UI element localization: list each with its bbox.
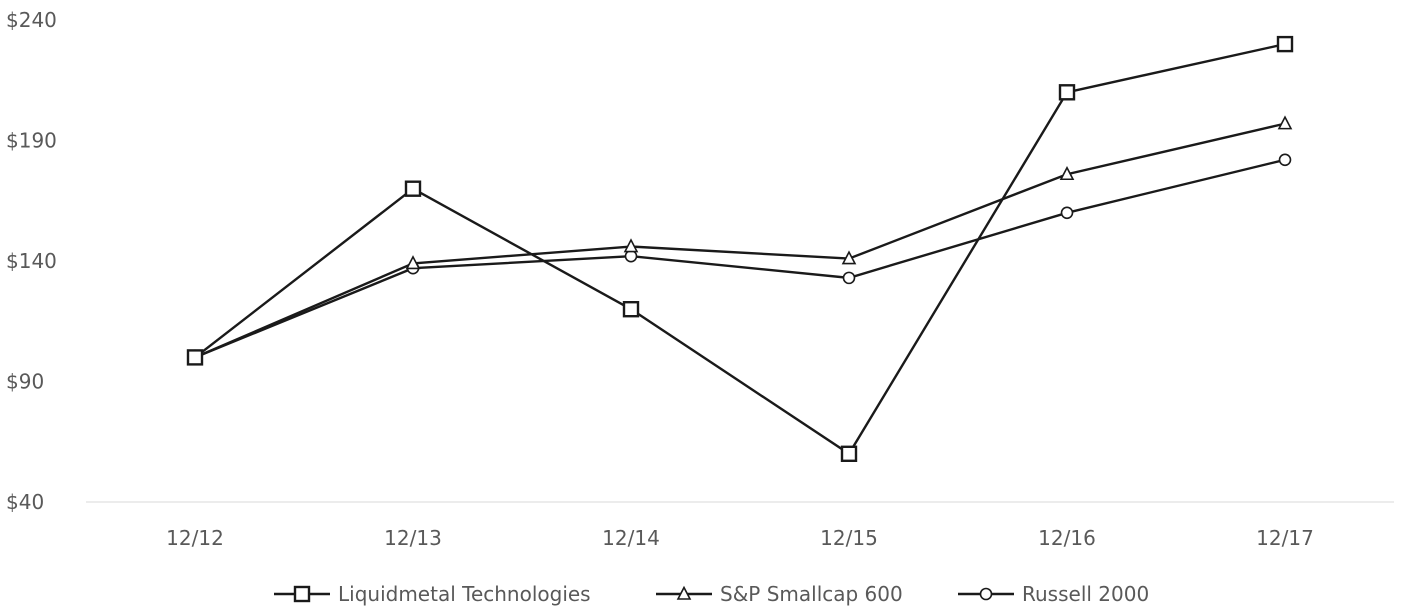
x-axis-labels: 12/12 12/13 12/14 12/15 12/16 12/17 xyxy=(166,526,1314,550)
y-tick-label: $190 xyxy=(6,129,57,153)
x-tick-label: 12/17 xyxy=(1256,526,1314,550)
data-point-triangle xyxy=(1059,166,1075,181)
x-tick-label: 12/13 xyxy=(384,526,442,550)
legend-marker-square xyxy=(293,585,311,603)
data-point-square xyxy=(840,445,858,462)
series-liquidmetal-technologies xyxy=(186,35,1294,462)
x-tick-label: 12/12 xyxy=(166,526,224,550)
legend-item-liquidmetal-technologies: Liquidmetal Technologies xyxy=(274,582,591,606)
data-point-square xyxy=(186,349,204,366)
legend-marker-triangle xyxy=(676,585,692,600)
series-line-s-p-smallcap-600 xyxy=(194,122,1286,359)
data-point-triangle xyxy=(1277,115,1293,130)
x-tick-label: 12/16 xyxy=(1038,526,1096,550)
legend-label: S&P Smallcap 600 xyxy=(720,582,903,606)
data-point-triangle xyxy=(841,250,857,265)
data-point-triangle xyxy=(623,238,639,253)
x-tick-label: 12/14 xyxy=(602,526,660,550)
data-point-circle xyxy=(1060,206,1074,220)
legend-marker-circle xyxy=(979,587,993,601)
data-point-square xyxy=(1276,35,1294,53)
data-point-triangle xyxy=(405,255,421,270)
series-line-russell-2000 xyxy=(194,158,1286,359)
legend-label: Liquidmetal Technologies xyxy=(338,582,591,606)
series-line-liquidmetal-technologies xyxy=(194,42,1286,456)
data-point-square xyxy=(622,301,640,318)
legend: Liquidmetal Technologies S&P Smallcap 600… xyxy=(274,582,1149,606)
y-tick-label: $240 xyxy=(6,8,57,32)
legend-item-s-p-smallcap-600: S&P Smallcap 600 xyxy=(656,582,903,606)
series-russell-2000 xyxy=(188,153,1292,364)
data-point-square xyxy=(404,180,422,197)
y-tick-label: $40 xyxy=(6,490,44,514)
data-point-circle xyxy=(842,271,856,285)
series-layer xyxy=(186,35,1294,462)
x-tick-label: 12/15 xyxy=(820,526,878,550)
data-point-square xyxy=(1058,84,1076,101)
y-axis-labels: $40 $90 $140 $190 $240 xyxy=(6,8,57,514)
data-point-circle xyxy=(1278,153,1292,167)
y-tick-label: $90 xyxy=(6,370,44,394)
series-s-p-smallcap-600 xyxy=(187,115,1293,364)
y-tick-label: $140 xyxy=(6,249,57,273)
legend-item-russell-2000: Russell 2000 xyxy=(958,582,1149,606)
legend-label: Russell 2000 xyxy=(1022,582,1149,606)
